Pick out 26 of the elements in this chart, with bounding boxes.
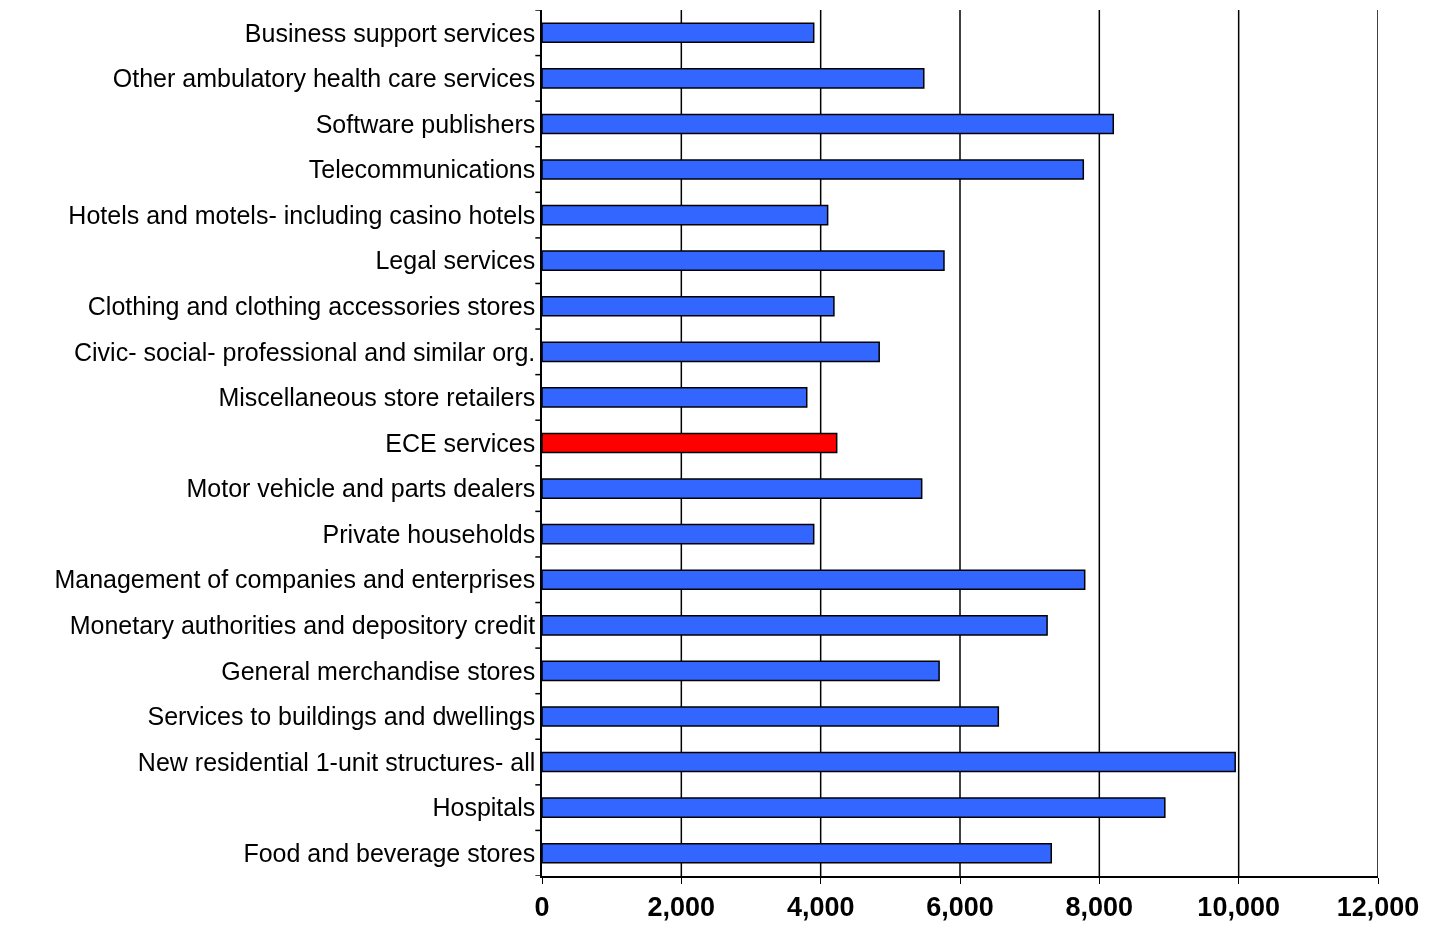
x-tick-label: 0 [534, 892, 550, 923]
y-tick-label: Clothing and clothing accessories stores [87, 292, 536, 321]
y-tick-label: Services to buildings and dwellings [147, 702, 536, 731]
x-tick-label: 6,000 [926, 892, 994, 923]
x-tick-label: 10,000 [1197, 892, 1280, 923]
y-tick-label: Monetary authorities and depository credit [69, 611, 536, 640]
y-tick-label: Telecommunications [308, 155, 536, 184]
y-tick-label: General merchandise stores [221, 656, 536, 685]
y-tick-label: Miscellaneous store retailers [218, 383, 536, 412]
y-tick-label: Legal services [375, 246, 536, 275]
y-tick-label: Food and beverage stores [243, 838, 536, 867]
y-tick-label: Private households [322, 519, 536, 548]
x-tick-label: 4,000 [786, 892, 855, 923]
x-tick-label: 2,000 [647, 892, 716, 923]
y-tick-label: New residential 1-unit structures- all [137, 747, 536, 776]
y-tick-label: Software publishers [315, 109, 536, 138]
y-tick-label: Other ambulatory health care services [112, 64, 536, 93]
y-tick-label: Hospitals [432, 793, 536, 822]
x-tick-label: 8,000 [1065, 892, 1134, 923]
y-tick-label: Management of companies and enterprises [54, 565, 536, 594]
y-tick-label: Civic- social- professional and similar org. [73, 337, 536, 366]
x-tick-label: 12,000 [1336, 892, 1420, 923]
y-tick-label: ECE services [385, 428, 536, 457]
y-tick-label: Business support services [244, 18, 536, 47]
y-tick-label: Motor vehicle and parts dealers [186, 474, 536, 503]
y-tick-label: Hotels and motels- including casino hotels [68, 200, 536, 229]
